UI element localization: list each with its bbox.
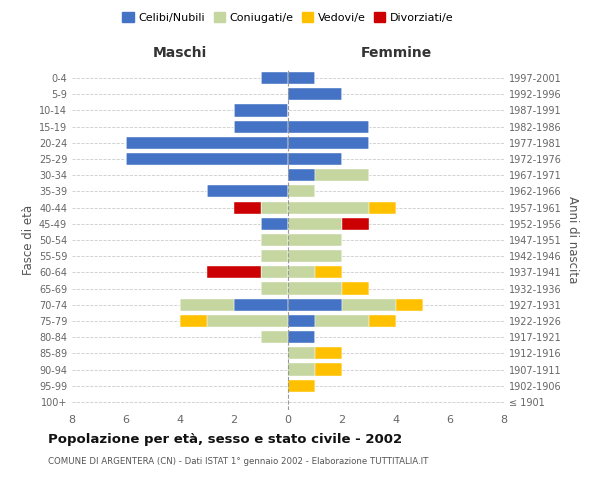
Bar	[261, 331, 288, 343]
Bar	[288, 120, 369, 132]
Bar	[234, 120, 288, 132]
Bar	[315, 169, 369, 181]
Bar	[261, 72, 288, 84]
Bar	[288, 169, 315, 181]
Text: Maschi: Maschi	[153, 46, 207, 60]
Bar	[180, 315, 207, 327]
Bar	[234, 202, 261, 213]
Bar	[396, 298, 423, 311]
Bar	[369, 315, 396, 327]
Bar	[288, 202, 369, 213]
Bar	[288, 315, 315, 327]
Bar	[261, 218, 288, 230]
Bar	[288, 282, 342, 294]
Bar	[288, 72, 315, 84]
Bar	[288, 137, 369, 149]
Legend: Celibi/Nubili, Coniugati/e, Vedovi/e, Divorziati/e: Celibi/Nubili, Coniugati/e, Vedovi/e, Di…	[118, 8, 458, 28]
Bar	[288, 266, 315, 278]
Bar	[288, 380, 315, 392]
Bar	[315, 364, 342, 376]
Text: Popolazione per età, sesso e stato civile - 2002: Popolazione per età, sesso e stato civil…	[48, 432, 402, 446]
Text: Femmine: Femmine	[361, 46, 431, 60]
Bar	[288, 218, 342, 230]
Bar	[261, 250, 288, 262]
Y-axis label: Anni di nascita: Anni di nascita	[566, 196, 579, 284]
Bar	[288, 234, 342, 246]
Bar	[342, 218, 369, 230]
Bar	[126, 137, 288, 149]
Bar	[261, 234, 288, 246]
Y-axis label: Fasce di età: Fasce di età	[22, 205, 35, 275]
Bar	[207, 186, 288, 198]
Bar	[207, 315, 288, 327]
Bar	[207, 266, 261, 278]
Bar	[342, 282, 369, 294]
Bar	[315, 348, 342, 360]
Bar	[288, 331, 315, 343]
Bar	[288, 153, 342, 165]
Bar	[288, 88, 342, 101]
Bar	[315, 266, 342, 278]
Bar	[261, 282, 288, 294]
Bar	[180, 298, 234, 311]
Bar	[288, 186, 315, 198]
Bar	[288, 298, 342, 311]
Bar	[288, 250, 342, 262]
Bar	[342, 298, 396, 311]
Bar	[315, 315, 369, 327]
Bar	[234, 104, 288, 117]
Bar	[261, 202, 288, 213]
Bar	[126, 153, 288, 165]
Bar	[369, 202, 396, 213]
Bar	[234, 298, 288, 311]
Text: COMUNE DI ARGENTERA (CN) - Dati ISTAT 1° gennaio 2002 - Elaborazione TUTTITALIA.: COMUNE DI ARGENTERA (CN) - Dati ISTAT 1°…	[48, 458, 428, 466]
Bar	[261, 266, 288, 278]
Bar	[288, 364, 315, 376]
Bar	[288, 348, 315, 360]
